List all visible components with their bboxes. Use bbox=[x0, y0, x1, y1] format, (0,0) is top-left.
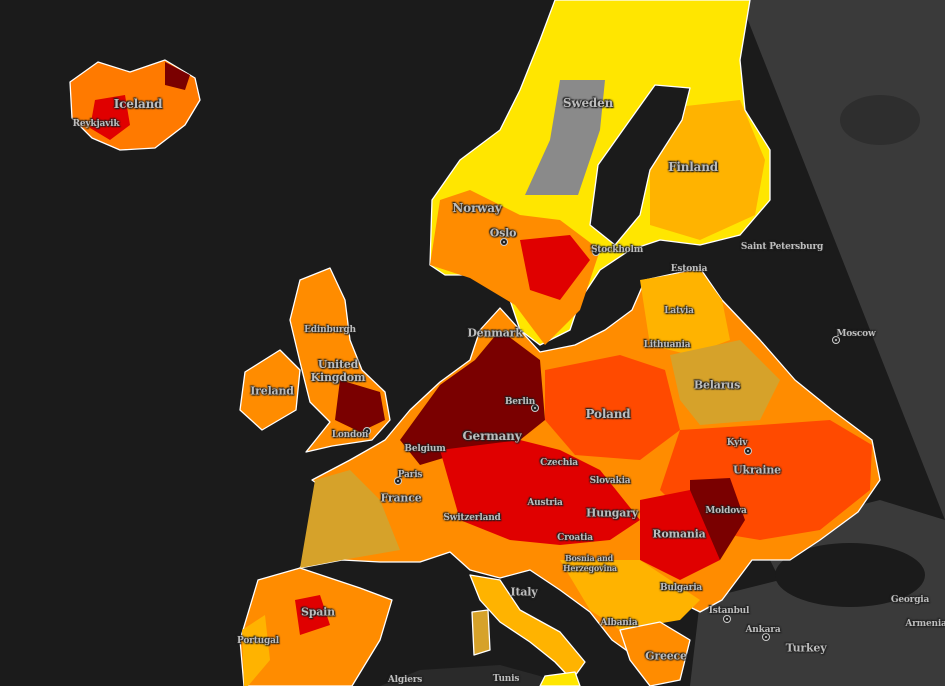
label-romania: Romania bbox=[652, 527, 706, 541]
label-ireland: Ireland bbox=[250, 384, 294, 398]
region-balkans[interactable] bbox=[560, 560, 700, 630]
label-oslo: Oslo bbox=[489, 226, 517, 240]
region-france-west[interactable] bbox=[300, 470, 400, 568]
label-belarus: Belarus bbox=[693, 378, 741, 392]
label-finland: Finland bbox=[668, 160, 718, 174]
label-switzerland: Switzerland bbox=[443, 513, 501, 523]
label-turkey: Turkey bbox=[785, 641, 827, 655]
label-denmark: Denmark bbox=[467, 326, 523, 340]
label-germany: Germany bbox=[462, 429, 522, 443]
city-marker-kyiv[interactable] bbox=[744, 447, 752, 455]
label-austria: Austria bbox=[527, 498, 563, 508]
region-sweden-hot[interactable] bbox=[520, 235, 590, 300]
city-marker-paris[interactable] bbox=[394, 477, 402, 485]
label-poland: Poland bbox=[585, 407, 631, 421]
city-marker-ankara[interactable] bbox=[762, 633, 770, 641]
caspian-area bbox=[840, 95, 920, 145]
label-belgium: Belgium bbox=[404, 444, 446, 454]
region-england-hot[interactable] bbox=[335, 380, 385, 432]
black-sea bbox=[775, 543, 925, 607]
label-tunis: Tunis bbox=[492, 674, 520, 684]
city-marker-stockholm[interactable] bbox=[592, 248, 600, 256]
basemap-land-east bbox=[690, 0, 945, 686]
label-france: France bbox=[380, 491, 422, 505]
label-hungary: Hungary bbox=[586, 506, 638, 520]
region-sweden-nodata[interactable] bbox=[525, 80, 605, 195]
region-belarus[interactable] bbox=[670, 340, 780, 425]
label-ukraine: Ukraine bbox=[733, 463, 781, 477]
label-paris: Paris bbox=[397, 470, 423, 480]
label-slovakia: Slovakia bbox=[589, 476, 631, 486]
region-iceland-ne[interactable] bbox=[165, 62, 190, 90]
region-portugal[interactable] bbox=[242, 615, 270, 686]
label-latvia: Latvia bbox=[664, 306, 694, 316]
city-marker-london[interactable] bbox=[363, 427, 371, 435]
region-finland[interactable] bbox=[650, 100, 765, 240]
region-romania[interactable] bbox=[640, 490, 720, 580]
region-ireland[interactable] bbox=[239, 349, 301, 431]
label-berlin: Berlin bbox=[504, 397, 536, 407]
label-georgia: Georgia bbox=[890, 595, 930, 605]
label-reykjavik: Reykjavik bbox=[72, 119, 120, 129]
region-greece[interactable] bbox=[619, 621, 691, 686]
label-norway: Norway bbox=[452, 201, 502, 215]
region-poland[interactable] bbox=[545, 355, 680, 460]
label-edinburgh: Edinburgh bbox=[304, 325, 356, 335]
label-estonia: Estonia bbox=[670, 264, 708, 274]
region-sicily[interactable] bbox=[539, 671, 581, 686]
city-marker-istanbul[interactable] bbox=[723, 615, 731, 623]
city-marker-moscow[interactable] bbox=[832, 336, 840, 344]
region-sweden-south[interactable] bbox=[430, 190, 600, 345]
label-armenia: Armenia bbox=[905, 619, 945, 629]
label-greece: Greece bbox=[645, 649, 687, 663]
region-sardinia[interactable] bbox=[471, 609, 491, 656]
region-iceland-hot[interactable] bbox=[90, 95, 130, 140]
region-germany-south[interactable] bbox=[440, 440, 640, 545]
label-moldova: Moldova bbox=[705, 506, 747, 516]
label-lithuania: Lithuania bbox=[643, 340, 691, 350]
label-moscow: Moscow bbox=[836, 329, 876, 339]
label-czechia: Czechia bbox=[540, 458, 578, 468]
region-baltics[interactable] bbox=[640, 270, 730, 355]
label-kyiv: Kyiv bbox=[726, 438, 748, 448]
basemap-land-africa bbox=[380, 665, 560, 686]
label-london: London bbox=[331, 430, 369, 440]
gulf-of-bothnia bbox=[589, 84, 691, 246]
city-marker-berlin[interactable] bbox=[531, 404, 539, 412]
label-istanbul: Istanbul bbox=[708, 606, 750, 616]
city-marker-oslo[interactable] bbox=[500, 238, 508, 246]
label-italy: Italy bbox=[510, 585, 538, 599]
label-iceland: Iceland bbox=[113, 97, 163, 111]
label-bulgaria: Bulgaria bbox=[659, 583, 703, 593]
label-ankara: Ankara bbox=[745, 625, 781, 635]
label-portugal: Portugal bbox=[237, 636, 279, 646]
label-sweden: Sweden bbox=[562, 96, 614, 110]
label-spain: Spain bbox=[301, 605, 335, 619]
label-united-kingdom: United Kingdom bbox=[310, 358, 366, 384]
region-spain-hot[interactable] bbox=[295, 595, 330, 635]
label-algiers: Algiers bbox=[387, 675, 423, 685]
label-bosnia-and-herzegovina: Bosnia and Herzegovina bbox=[563, 553, 617, 573]
label-saint-petersburg: Saint Petersburg bbox=[740, 242, 824, 252]
region-benelux-germany[interactable] bbox=[400, 330, 545, 465]
label-croatia: Croatia bbox=[557, 533, 593, 543]
label-stockholm: Stockholm bbox=[590, 245, 644, 255]
label-albania: Albania bbox=[600, 618, 638, 628]
